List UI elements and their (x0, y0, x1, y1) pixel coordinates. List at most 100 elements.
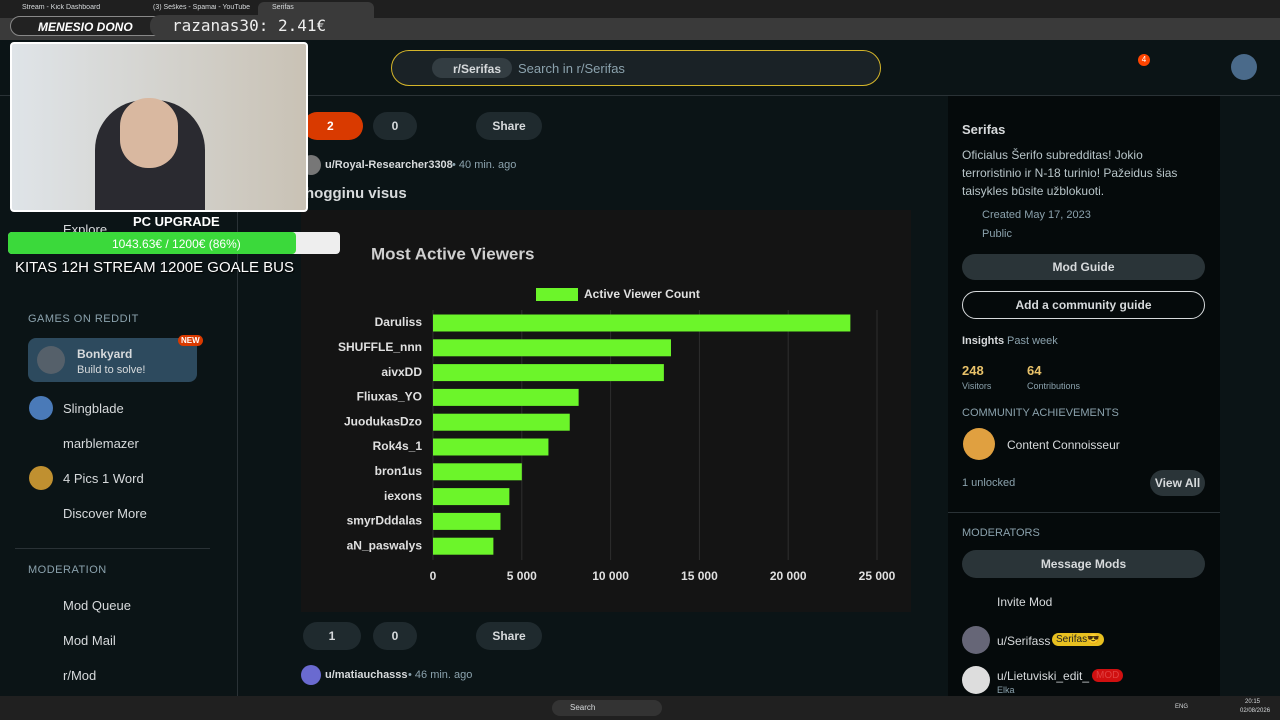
bar (433, 438, 549, 456)
divider (15, 548, 210, 549)
y-tick-label: aivxDD (381, 365, 422, 379)
clock-time: 20:15 (1245, 699, 1261, 705)
bar (433, 463, 522, 481)
taskbar-search[interactable] (552, 700, 662, 716)
post-image-chart: Most Active Viewers 0 5 000 10 000 15 000 20 … (301, 210, 911, 612)
x-tick-label: 10 000 (592, 569, 629, 583)
vote-box[interactable] (303, 112, 363, 140)
unlocked-count: 1 unlocked (962, 477, 1016, 489)
webcam-face (120, 98, 178, 168)
achievement-icon (963, 428, 995, 460)
tab[interactable]: (3) Šeškės - Spamai - YouTube (153, 4, 251, 11)
community-panel (948, 96, 1220, 696)
author-avatar (301, 665, 321, 685)
section-heading: MODERATORS (962, 527, 1040, 539)
y-tick-label: bron1us (375, 464, 423, 478)
mod-flair: Serifas😎 (1052, 633, 1104, 646)
bar (433, 413, 570, 431)
game-icon (29, 466, 53, 490)
invite-mod[interactable]: Invite Mod (997, 595, 1053, 609)
notification-badge: 4 (1138, 54, 1150, 66)
game-link[interactable]: Discover More (63, 506, 147, 521)
game-icon (37, 346, 65, 374)
section-heading: GAMES ON REDDIT (28, 313, 139, 325)
dono-value-box (150, 15, 308, 37)
mod-name[interactable]: u/Lietuviski_edit_ (997, 669, 1090, 683)
view-all-button[interactable]: View All (1150, 470, 1205, 496)
community-description: Oficialus Šerifo subredditas! Jokio terr… (962, 148, 1178, 198)
mod-avatar (962, 666, 990, 694)
taskbar-search-label: Search (570, 703, 596, 712)
mod-avatar (962, 626, 990, 654)
comments-button[interactable]: 0 (373, 622, 417, 650)
y-tick-label: Fliuxas_YO (357, 390, 422, 404)
x-tick-label: 5 000 (507, 569, 537, 583)
section-heading: MODERATION (28, 564, 107, 576)
goal-progress: 1043.63€ / 1200€ (86%) (112, 237, 241, 251)
active-tab[interactable] (258, 2, 374, 18)
game-link[interactable]: Slingblade (63, 401, 124, 416)
mod-guide-button[interactable]: Mod Guide (962, 254, 1205, 280)
x-tick-label: 25 000 (859, 569, 896, 583)
mod-subtitle: Elka (997, 685, 1015, 695)
dono-value: razanas30: 2.41€ (172, 16, 327, 35)
game-icon (29, 396, 53, 420)
y-tick-label: smyrDddalas (347, 514, 423, 528)
bar (433, 339, 671, 357)
tab[interactable]: Serifas (272, 4, 294, 11)
post-time: • 46 min. ago (408, 669, 473, 681)
bar (433, 314, 851, 332)
achievement-name: Content Connoisseur (1007, 438, 1120, 452)
share-button[interactable]: Share (476, 112, 542, 140)
game-name: Bonkyard (77, 347, 133, 361)
share-button[interactable]: Share (476, 622, 542, 650)
created-date: Created May 17, 2023 (982, 209, 1091, 221)
goal-note: KITAS 12H STREAM 1200E GOALE BUS (15, 259, 294, 276)
mod-link[interactable]: r/Mod (63, 668, 97, 683)
search-chip[interactable] (432, 58, 512, 78)
search-placeholder: Search in r/Serifas (518, 61, 625, 76)
mod-link[interactable]: Mod Mail (63, 633, 116, 648)
x-tick-label: 15 000 (681, 569, 718, 583)
bar (433, 364, 664, 382)
post-time: • 40 min. ago (452, 159, 517, 171)
x-tick-label: 0 (430, 569, 437, 583)
bar (433, 512, 501, 530)
mod-link[interactable]: Mod Queue (63, 598, 131, 613)
insights-period[interactable]: Past week (1007, 335, 1058, 347)
post-author[interactable]: u/matiauchasss (325, 669, 408, 681)
x-tick-label: 20 000 (770, 569, 807, 583)
visibility: Public (982, 228, 1012, 240)
y-tick-label: aN_paswalys (347, 538, 423, 552)
add-guide-button[interactable]: Add a community guide (962, 291, 1205, 319)
avatar[interactable] (1231, 54, 1257, 80)
contributions-label: Contributions (1027, 381, 1081, 391)
insights-label: Insights (962, 335, 1005, 347)
vote-count: 2 (327, 119, 334, 133)
chart-title: Most Active Viewers (371, 244, 534, 263)
bar (433, 537, 494, 555)
post-title[interactable]: hogginu visus (305, 185, 407, 202)
legend-swatch (536, 288, 578, 301)
message-mods-button[interactable]: Message Mods (962, 550, 1205, 578)
vote-box[interactable]: 1 (303, 622, 361, 650)
language: ENG (1175, 704, 1189, 710)
address-bar (0, 18, 1280, 40)
game-link[interactable]: 4 Pics 1 Word (63, 471, 144, 486)
mod-name[interactable]: u/Serifass (997, 634, 1051, 648)
tab[interactable]: Stream - Kick Dashboard (22, 4, 101, 11)
search-chip-label: r/Serifas (453, 62, 502, 76)
visitors-label: Visitors (962, 381, 992, 391)
goal-title: PC UPGRADE (133, 214, 220, 229)
y-tick-label: Rok4s_1 (373, 439, 423, 453)
game-link[interactable]: marblemazer (63, 436, 139, 451)
section-heading: COMMUNITY ACHIEVEMENTS (962, 407, 1119, 419)
post-author[interactable]: u/Royal-Researcher3308 (325, 159, 453, 171)
bar (433, 488, 510, 506)
community-name: Serifas (962, 122, 1006, 137)
goal-fill (8, 232, 296, 254)
contributions-count: 64 (1027, 363, 1042, 378)
comments-button[interactable]: 0 (373, 112, 417, 140)
